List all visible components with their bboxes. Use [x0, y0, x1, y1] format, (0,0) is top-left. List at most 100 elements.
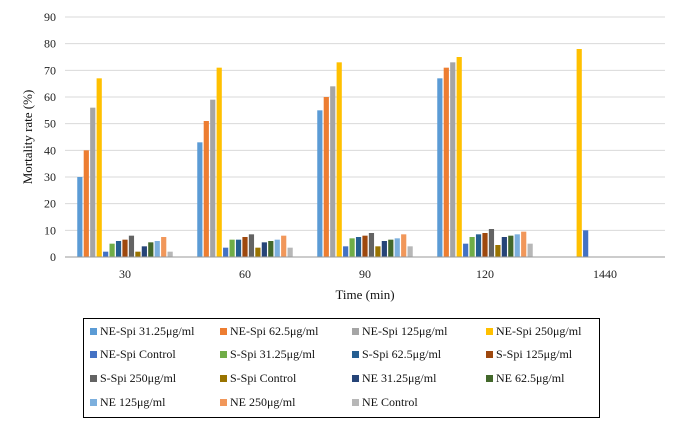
y-axis-ticks: 0 10 20 30 40 50 60 70 80 90: [44, 10, 56, 264]
legend-label: S-Spi 125μg/ml: [496, 347, 573, 361]
bar: [235, 239, 242, 257]
x-tick-label: 120: [476, 267, 494, 281]
bar: [122, 239, 128, 257]
bar: [229, 239, 235, 257]
legend-label: NE-Spi 62.5μg/ml: [230, 324, 319, 338]
legend-label: NE-Spi 250μg/ml: [496, 324, 582, 338]
legend-label: S-Spi 250μg/ml: [100, 371, 177, 385]
y-tick-label: 60: [44, 90, 56, 104]
bar: [362, 235, 368, 257]
bar: [488, 229, 495, 257]
y-tick-label: 70: [44, 63, 56, 77]
bar: [407, 246, 413, 257]
bar: [210, 99, 216, 257]
legend-label: NE 31.25μg/ml: [362, 371, 437, 385]
y-tick-label: 0: [50, 250, 56, 264]
x-axis-title: Time (min): [335, 287, 394, 302]
legend-label: NE-Spi 31.25μg/ml: [100, 324, 195, 338]
legend-swatch: [352, 399, 359, 406]
bar: [90, 107, 96, 257]
x-tick-label: 90: [359, 267, 371, 281]
legend-swatch: [220, 328, 227, 335]
legend-item: NE-Spi Control: [90, 347, 176, 362]
bar: [141, 246, 147, 257]
legend-item: NE 62.5μg/ml: [486, 371, 564, 386]
bar: [135, 251, 141, 257]
legend-item: NE-Spi 250μg/ml: [486, 324, 581, 339]
legend-swatch: [352, 375, 359, 382]
legend-label: NE Control: [362, 395, 418, 409]
legend-swatch: [352, 328, 359, 335]
bar: [443, 67, 449, 257]
legend-label: NE 250μg/ml: [230, 395, 296, 409]
bar: [103, 251, 109, 257]
legend-swatch: [90, 375, 97, 382]
bar: [394, 238, 400, 257]
legend-label: NE-Spi Control: [100, 347, 176, 361]
bar: [261, 242, 267, 257]
y-tick-label: 90: [44, 10, 56, 24]
bar: [96, 78, 102, 257]
legend-label: S-Spi 31.25μg/ml: [230, 347, 316, 361]
bar: [482, 233, 488, 257]
bar: [255, 247, 261, 257]
bar: [317, 110, 323, 257]
bar: [437, 78, 443, 257]
bar: [508, 235, 514, 257]
legend-item: S-Spi 62.5μg/ml: [352, 347, 441, 362]
bar: [148, 242, 154, 257]
bar: [583, 230, 589, 257]
legend-item: S-Spi 31.25μg/ml: [220, 347, 315, 362]
legend-label: NE-Spi 125μg/ml: [362, 324, 448, 338]
legend-label: S-Spi Control: [230, 371, 297, 385]
bar: [355, 237, 362, 257]
legend-swatch: [220, 375, 227, 382]
legend-label: NE 125μg/ml: [100, 395, 166, 409]
bar: [83, 150, 89, 257]
x-tick-label: 1440: [593, 267, 617, 281]
bar: [77, 177, 83, 257]
legend-swatch: [90, 399, 97, 406]
y-tick-label: 50: [44, 117, 56, 131]
bar: [242, 237, 248, 257]
bars: [77, 49, 589, 257]
legend-item: S-Spi 250μg/ml: [90, 371, 176, 386]
legend-label: S-Spi 62.5μg/ml: [362, 347, 442, 361]
bar-chart: 0 10 20 30 40 50 60 70 80 90 30 60 90 120 1440 Time (…: [20, 10, 665, 302]
legend-swatch: [352, 351, 359, 358]
bar: [381, 241, 387, 257]
bar: [115, 241, 122, 257]
y-tick-label: 30: [44, 170, 56, 184]
legend-swatch: [90, 328, 97, 335]
legend-item: NE 31.25μg/ml: [352, 371, 436, 386]
chart-legend: NE-Spi 31.25μg/ml NE-Spi 62.5μg/ml NE-Spi …: [83, 318, 600, 418]
bar: [287, 247, 293, 257]
bar: [501, 237, 507, 257]
bar: [576, 49, 582, 257]
legend-item: NE-Spi 125μg/ml: [352, 324, 447, 339]
bar: [349, 238, 355, 257]
x-axis-ticks: 30 60 90 120 1440: [119, 267, 617, 281]
bar: [475, 234, 482, 257]
bar: [274, 239, 280, 257]
y-tick-label: 80: [44, 37, 56, 51]
bar: [495, 245, 501, 257]
y-tick-label: 20: [44, 197, 56, 211]
legend-swatch: [90, 351, 97, 358]
bar: [216, 67, 222, 257]
x-tick-label: 60: [239, 267, 251, 281]
bar: [109, 243, 115, 257]
grid-lines: [65, 16, 665, 231]
y-axis-title: Mortality rate (%): [20, 90, 35, 185]
legend-swatch: [486, 351, 493, 358]
x-tick-label: 30: [119, 267, 131, 281]
bar: [469, 237, 475, 257]
legend-item: S-Spi 125μg/ml: [486, 347, 572, 362]
legend-item: NE-Spi 31.25μg/ml: [90, 324, 194, 339]
legend-swatch: [220, 351, 227, 358]
bar: [521, 231, 527, 257]
bar: [167, 251, 173, 257]
bar: [456, 57, 462, 257]
bar: [388, 239, 394, 257]
